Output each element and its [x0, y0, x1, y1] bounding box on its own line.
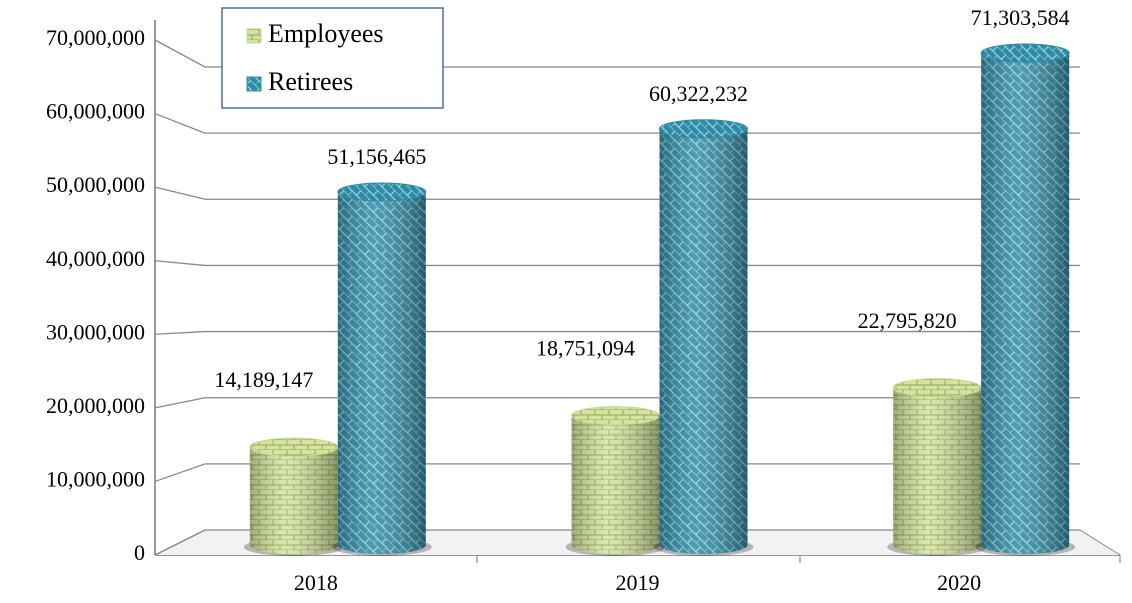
legend-swatch [246, 28, 262, 44]
y-tick-label: 30,000,000 [46, 319, 145, 344]
bar-top [337, 182, 427, 202]
value-label: 18,751,094 [536, 336, 635, 361]
bar-shade [659, 128, 748, 554]
bar-shade [893, 387, 982, 554]
bar-top [571, 406, 660, 426]
bar [887, 378, 988, 556]
bar [243, 437, 344, 556]
y-tick-label: 10,000,000 [46, 466, 145, 491]
grid-line [154, 39, 1080, 68]
value-label: 71,303,584 [971, 5, 1070, 30]
bar-top [659, 119, 748, 139]
y-tick-label: 0 [134, 540, 145, 565]
bar-top [892, 378, 982, 398]
x-tick-label: 2020 [937, 570, 981, 595]
bar-shade [337, 192, 426, 554]
y-tick-label: 70,000,000 [46, 25, 145, 50]
bar-shade [571, 415, 660, 554]
value-label: 51,156,465 [327, 144, 426, 169]
value-label: 22,795,820 [858, 308, 957, 333]
y-tick-label: 50,000,000 [46, 172, 145, 197]
bar [331, 182, 432, 556]
value-label: 60,322,232 [649, 81, 748, 106]
grid-line [154, 397, 1080, 409]
bar [565, 406, 666, 556]
grid-line [154, 529, 1080, 556]
grid-line [154, 330, 1080, 335]
grid-line [154, 260, 1080, 267]
y-tick-label: 20,000,000 [46, 393, 145, 418]
x-tick-label: 2018 [294, 570, 338, 595]
legend-swatch [246, 76, 262, 92]
bar-top [249, 437, 339, 457]
grid-line [154, 112, 1080, 134]
y-tick-label: 60,000,000 [46, 99, 145, 124]
legend-label: Retirees [268, 67, 353, 96]
bar [975, 43, 1076, 556]
y-tick-label: 40,000,000 [46, 246, 145, 271]
legend-label: Employees [268, 19, 384, 48]
bar-shade [249, 447, 338, 554]
grid-line [154, 186, 1080, 200]
bar-top [980, 43, 1070, 63]
value-label: 14,189,147 [214, 367, 313, 392]
bar [653, 119, 754, 556]
bar-shade [981, 53, 1070, 554]
x-tick-label: 2019 [616, 570, 660, 595]
grid-line [154, 463, 1080, 483]
